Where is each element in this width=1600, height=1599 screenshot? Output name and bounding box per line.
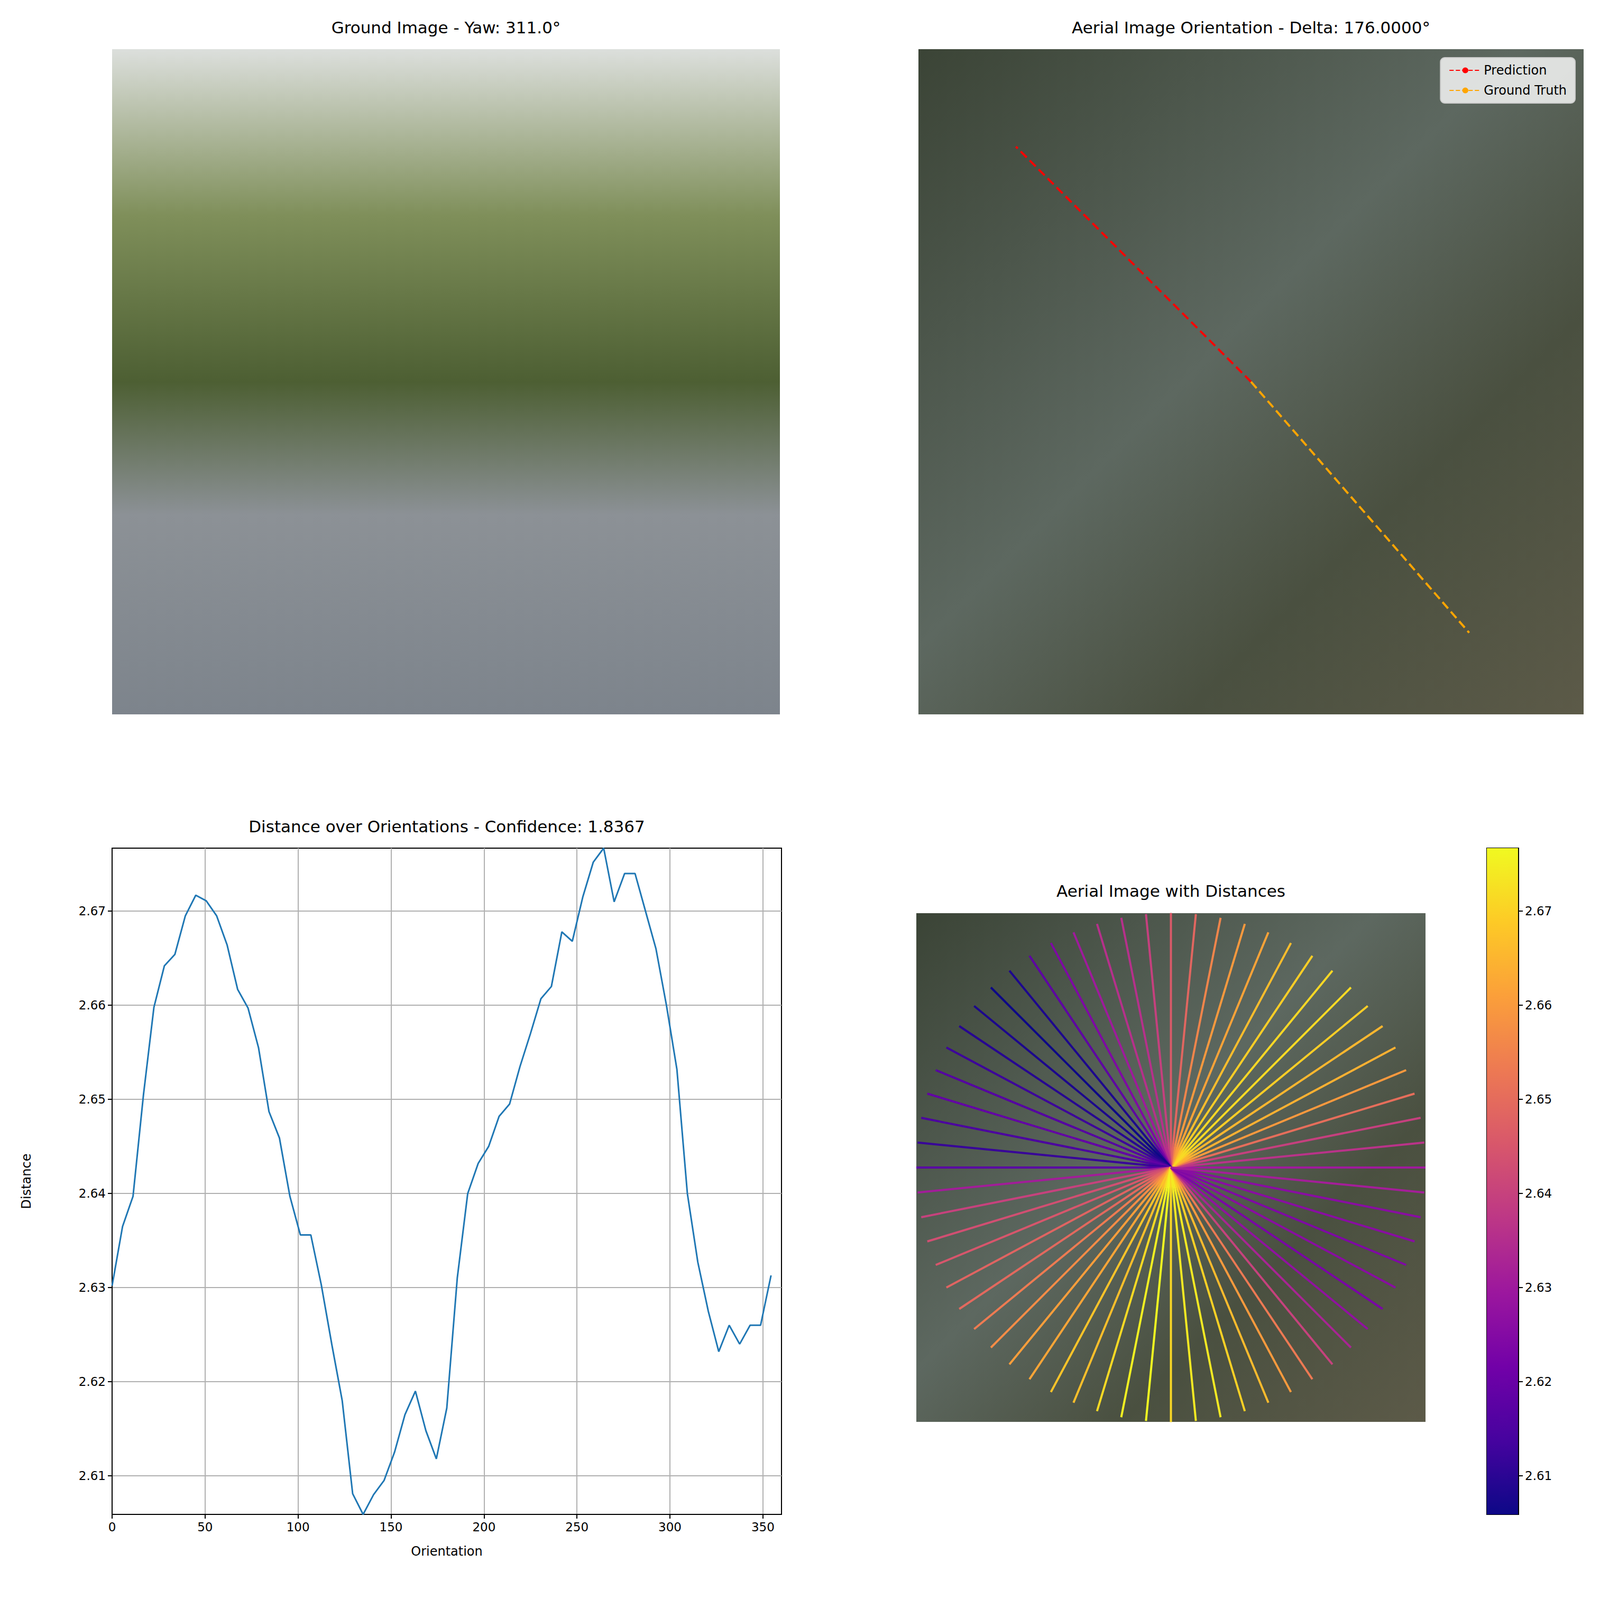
svg-text:2.64: 2.64 — [1524, 1186, 1552, 1201]
svg-text:Ground Truth: Ground Truth — [1483, 83, 1567, 98]
svg-text:2.66: 2.66 — [78, 998, 106, 1013]
svg-text:Aerial Image Orientation - Del: Aerial Image Orientation - Delta: 176.00… — [1071, 17, 1431, 38]
svg-text:2.66: 2.66 — [1524, 998, 1552, 1013]
svg-text:Distance over Orientations - C: Distance over Orientations - Confidence:… — [248, 816, 646, 836]
svg-text:2.62: 2.62 — [78, 1374, 106, 1389]
svg-text:2.65: 2.65 — [78, 1092, 106, 1107]
svg-text:0: 0 — [108, 1520, 117, 1534]
svg-text:Prediction: Prediction — [1483, 62, 1547, 78]
svg-text:100: 100 — [286, 1520, 310, 1534]
svg-text:Distance: Distance — [19, 1153, 34, 1210]
svg-text:2.62: 2.62 — [1524, 1374, 1552, 1389]
svg-text:2.67: 2.67 — [78, 904, 106, 918]
svg-text:250: 250 — [565, 1520, 589, 1534]
svg-text:2.64: 2.64 — [78, 1186, 106, 1201]
svg-text:Orientation: Orientation — [410, 1543, 483, 1559]
svg-text:350: 350 — [751, 1520, 775, 1534]
svg-text:300: 300 — [658, 1520, 682, 1534]
svg-text:Aerial Image with Distances: Aerial Image with Distances — [1056, 881, 1286, 901]
svg-text:2.61: 2.61 — [1524, 1468, 1552, 1483]
svg-text:50: 50 — [197, 1520, 213, 1534]
svg-text:150: 150 — [379, 1520, 403, 1534]
svg-text:2.63: 2.63 — [78, 1280, 106, 1295]
svg-text:2.61: 2.61 — [78, 1468, 106, 1483]
svg-text:200: 200 — [472, 1520, 496, 1534]
svg-text:Ground Image - Yaw: 311.0°: Ground Image - Yaw: 311.0° — [331, 17, 562, 38]
svg-text:2.67: 2.67 — [1524, 904, 1552, 918]
svg-text:2.63: 2.63 — [1524, 1280, 1552, 1295]
svg-text:2.65: 2.65 — [1524, 1092, 1552, 1107]
